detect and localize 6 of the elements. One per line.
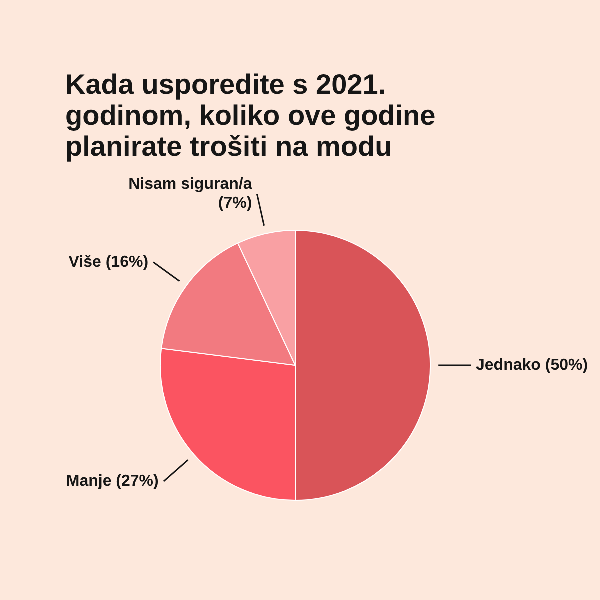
slice-label: Manje (27%) — [66, 473, 159, 490]
data-label: (7%) — [218, 195, 252, 212]
chart-title: Kada usporedite s 2021. godinom, koliko ove godine planirate trošiti na modu — [66, 69, 436, 162]
slice-label: Nisam siguran/a — [128, 176, 252, 194]
slice-label: Više (16%) — [68, 254, 149, 271]
slice-label: Jednako (50%) — [476, 357, 588, 374]
